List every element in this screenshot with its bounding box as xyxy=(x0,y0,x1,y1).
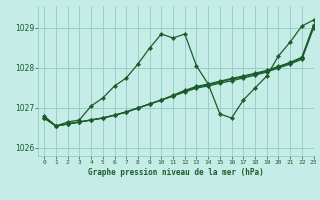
X-axis label: Graphe pression niveau de la mer (hPa): Graphe pression niveau de la mer (hPa) xyxy=(88,168,264,177)
